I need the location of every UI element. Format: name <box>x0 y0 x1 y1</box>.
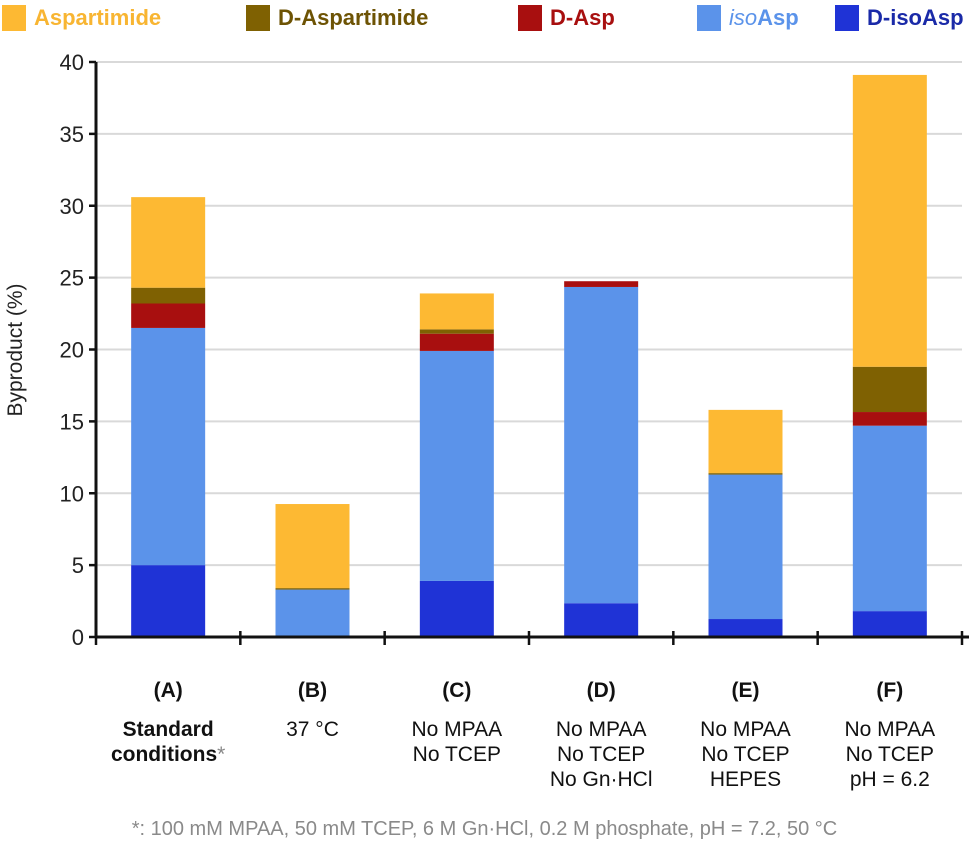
x-category-condition: No TCEP <box>412 743 501 766</box>
x-category-label: (F) No MPAA No TCEP pH = 6.2 <box>805 678 969 792</box>
x-category-letter: (F) <box>876 679 904 702</box>
legend-label-isoasp: isoAsp <box>729 5 799 31</box>
bar-segment-d-asp <box>852 412 927 426</box>
legend-label-isoasp-italic: iso <box>729 5 758 30</box>
bar-segment-aspartimide <box>419 293 494 330</box>
bar-segment-d-isoasp <box>852 611 927 637</box>
bars <box>131 74 927 637</box>
bar-segment-d-isoasp <box>131 565 206 637</box>
bar-segment-d-isoasp <box>419 580 494 637</box>
bar-segment-d-isoasp <box>564 603 639 637</box>
bar-segment-d-aspartimide <box>275 588 350 590</box>
y-tick-label: 30 <box>60 194 84 219</box>
y-axis-label: Byproduct (%) <box>4 283 27 416</box>
x-category-label: (D) No MPAA No TCEP No Gn·HCl <box>516 678 686 792</box>
x-category-condition: conditions* <box>110 743 226 766</box>
stacked-bar-chart: 0 5 10 15 20 25 30 35 40 Byproduct (%) <box>4 50 969 650</box>
y-tick-label: 35 <box>60 122 84 147</box>
legend-label-d-aspartimide: D-Aspartimide <box>278 5 429 30</box>
bar-segment-isoasp <box>275 589 350 637</box>
legend-swatch-d-aspartimide <box>246 5 270 31</box>
legend-label-isoasp-rest: Asp <box>757 5 799 30</box>
x-category-letter: (B) <box>297 679 328 702</box>
bar-segment-isoasp <box>131 327 206 566</box>
x-category-condition: No Gn·HCl <box>549 768 653 791</box>
x-category-label: (B) 37 °C <box>228 678 398 742</box>
bar-segment-isoasp <box>564 286 639 604</box>
bar-segment-aspartimide <box>131 197 206 288</box>
bar-segment-d-aspartimide <box>131 287 206 304</box>
x-category-condition: No TCEP <box>557 743 646 766</box>
legend-item-aspartimide: Aspartimide <box>2 4 161 32</box>
y-tick-label: 25 <box>60 266 84 291</box>
x-category-condition: No MPAA <box>844 718 936 741</box>
x-category-condition: Standard <box>122 718 214 741</box>
x-category-condition: No MPAA <box>411 718 503 741</box>
legend-item-d-isoasp: D-isoAsp <box>835 4 964 32</box>
legend-swatch-isoasp <box>697 5 721 31</box>
x-category-label: (C) No MPAA No TCEP <box>372 678 542 767</box>
x-category-label: (E) No MPAA No TCEP HEPES <box>661 678 831 792</box>
bar-segment-d-asp <box>564 281 639 287</box>
bar-segment-aspartimide <box>275 504 350 589</box>
x-category-condition: No MPAA <box>555 718 647 741</box>
legend-swatch-d-asp <box>518 5 542 31</box>
legend-label-d-isoasp: D-isoAsp <box>867 5 964 30</box>
legend-item-d-asp: D-Asp <box>518 4 615 32</box>
x-category-condition: No TCEP <box>845 743 934 766</box>
gridlines <box>96 61 962 567</box>
y-tick-label: 10 <box>60 481 84 506</box>
bar-segment-d-asp <box>131 303 206 328</box>
x-category-letter: (C) <box>442 679 472 702</box>
bar-segment-d-aspartimide <box>708 473 783 475</box>
x-category-condition: 37 °C <box>286 718 339 741</box>
x-category-condition: No MPAA <box>700 718 791 741</box>
x-category-letter: (D) <box>586 679 616 702</box>
x-category-label: (A) Standard conditions* <box>83 678 253 767</box>
bar-segment-isoasp <box>419 350 494 581</box>
bar-segment-isoasp <box>852 425 927 612</box>
x-category-letter: (A) <box>153 679 183 702</box>
bar-segment-isoasp <box>708 474 783 620</box>
y-tick-label: 5 <box>72 553 84 578</box>
bar-segment-d-aspartimide <box>419 329 494 334</box>
axes: 0 5 10 15 20 25 30 35 40 <box>60 50 969 650</box>
x-category-condition: No TCEP <box>701 743 790 766</box>
bar-segment-d-isoasp <box>708 619 783 637</box>
legend-label-aspartimide: Aspartimide <box>34 5 162 30</box>
chart-legend: Aspartimide D-Aspartimide D-Asp isoAsp D… <box>0 0 969 40</box>
x-category-condition: HEPES <box>709 768 782 791</box>
x-category-condition: pH = 6.2 <box>849 768 930 791</box>
y-tick-label: 20 <box>60 338 84 363</box>
legend-item-isoasp: isoAsp <box>697 4 799 32</box>
bar-segment-d-asp <box>419 333 494 351</box>
legend-swatch-aspartimide <box>2 5 26 31</box>
y-tick-label: 0 <box>72 625 84 650</box>
footnote: *: 100 mM MPAA, 50 mM TCEP, 6 M Gn·HCl, … <box>131 818 838 840</box>
legend-label-d-asp: D-Asp <box>550 5 615 30</box>
bar-segment-aspartimide <box>708 409 783 474</box>
y-tick-label: 40 <box>60 50 84 75</box>
y-tick-label: 15 <box>60 409 84 434</box>
bar-segment-d-aspartimide <box>852 366 927 413</box>
x-category-letter: (E) <box>731 679 760 702</box>
bar-segment-aspartimide <box>852 74 927 367</box>
legend-swatch-d-isoasp <box>835 5 859 31</box>
legend-item-d-aspartimide: D-Aspartimide <box>246 4 428 32</box>
